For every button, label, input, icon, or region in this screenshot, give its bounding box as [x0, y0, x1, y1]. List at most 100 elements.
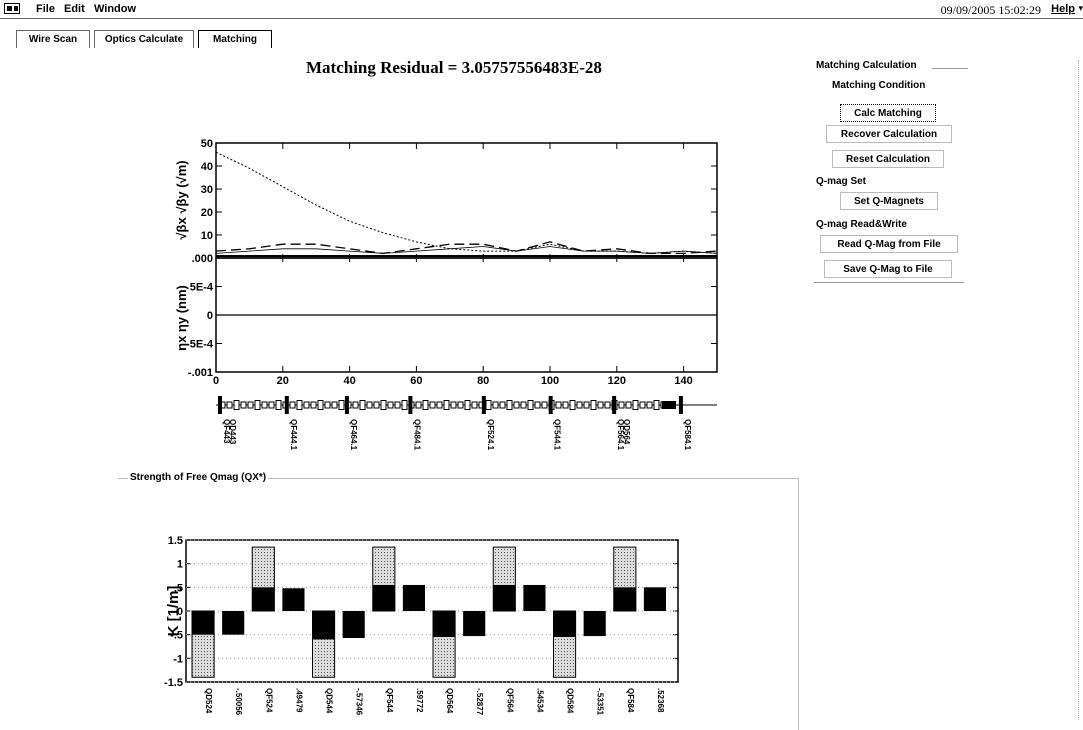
lattice-element [513, 401, 520, 409]
clock: 09/09/2005 15:02:29 [940, 3, 1041, 17]
x-tick-label: 100 [541, 375, 559, 387]
menu-window[interactable]: Window [94, 3, 137, 15]
lattice-element [233, 400, 240, 410]
k-category-label: -.52877 [475, 688, 484, 716]
menu-help[interactable]: Help [1051, 3, 1075, 15]
k-ytick-label: -1 [173, 653, 183, 665]
tab-wire-scan[interactable]: Wire Scan [16, 30, 90, 48]
k-category-label: .49479 [294, 688, 303, 713]
lattice-element [422, 400, 429, 410]
k-ytick-label: -1.5 [164, 677, 183, 689]
lattice-element [450, 401, 457, 409]
lattice-element [429, 401, 436, 409]
window-edge [1078, 60, 1080, 720]
read-qmag-button[interactable]: Read Q-Mag from File [820, 235, 958, 253]
recover-calculation-button[interactable]: Recover Calculation [826, 125, 952, 143]
eta-axis-label: ηx ηy (nm) [174, 285, 189, 351]
lattice-element [324, 401, 331, 409]
lattice-quad [218, 396, 222, 414]
beta-ytick-label: .000 [192, 253, 213, 265]
k-ytick-label: 1.5 [168, 535, 183, 547]
k-category-label: QF584 [626, 688, 635, 713]
lattice-element [436, 401, 443, 409]
lattice-element [394, 401, 401, 409]
lattice-element [653, 400, 660, 410]
menu-edit[interactable]: Edit [64, 3, 85, 15]
eta-ytick-label: 5E-4 [190, 282, 214, 294]
menu-file[interactable]: File [36, 3, 55, 15]
lattice-element [527, 400, 534, 410]
k-category-label: .59772 [415, 688, 424, 713]
group-divider [932, 68, 968, 69]
k-category-label: -.57346 [355, 688, 364, 716]
qmag-readwrite-label: Q-mag Read&Write [816, 219, 907, 230]
k-bar-value [433, 611, 456, 638]
lattice-label: QD564 [622, 419, 631, 445]
lattice-element [485, 400, 492, 410]
lattice-element [268, 401, 275, 409]
beta-ytick-label: 10 [201, 230, 213, 242]
lattice-label: QF484.1 [412, 419, 421, 451]
save-qmag-button[interactable]: Save Q-Mag to File [824, 260, 952, 278]
lattice-element [464, 400, 471, 410]
x-tick-label: 40 [343, 375, 355, 387]
lattice-label: QF443 [222, 419, 231, 444]
k-bar-value [553, 611, 576, 638]
lattice-element [226, 401, 233, 409]
lattice-element [401, 400, 408, 410]
k-category-label: QD564 [445, 688, 454, 714]
lattice-element [317, 400, 324, 410]
k-category-label: .54534 [535, 688, 544, 713]
tab-optics-calculate[interactable]: Optics Calculate [94, 30, 194, 48]
x-tick-label: 0 [213, 375, 219, 387]
k-bar-value [372, 584, 395, 611]
k-category-label: -.50056 [234, 688, 243, 716]
app-icon[interactable] [4, 3, 20, 14]
x-tick-label: 20 [277, 375, 289, 387]
k-category-label: QD524 [204, 688, 213, 714]
lattice-element [576, 401, 583, 409]
lattice-element [632, 400, 639, 410]
lattice-element [520, 401, 527, 409]
calc-matching-button[interactable]: Calc Matching [840, 104, 936, 122]
chevron-down-icon[interactable]: ▾ [1078, 3, 1083, 13]
qmag-set-label: Q-mag Set [816, 176, 867, 187]
beta-series-3 [215, 246, 718, 254]
lattice-label: QF584.1 [683, 419, 692, 451]
lattice-element [380, 400, 387, 410]
lattice-element [646, 401, 653, 409]
lattice-quad [612, 396, 617, 414]
k-ytick-label: 1 [177, 559, 183, 571]
beta-ytick-label: 20 [201, 207, 213, 219]
lattice-element [359, 400, 366, 410]
x-tick-label: 120 [608, 375, 626, 387]
k-axis-label: K [1/m] [165, 586, 182, 637]
lattice-element [415, 401, 422, 409]
k-bar-value [222, 611, 245, 635]
lattice-element [625, 401, 632, 409]
qmag-strength-title: Strength of Free Qmag (QX*) [128, 472, 269, 483]
eta-ytick-label: -5E-4 [186, 339, 214, 351]
beta-axis-label: √βx √βy (√m) [174, 160, 189, 239]
panel-bottom-divider [814, 282, 964, 283]
lattice-label: QF524.1 [486, 419, 495, 451]
lattice-label: QD443 [228, 419, 237, 445]
k-category-label: QD544 [325, 688, 334, 714]
lattice-element [296, 400, 303, 410]
lattice-element [541, 401, 548, 409]
set-qmagnets-button[interactable]: Set Q-Magnets [840, 192, 938, 210]
lattice-element [639, 401, 646, 409]
lattice-element [534, 401, 541, 409]
matching-condition-label[interactable]: Matching Condition [832, 80, 926, 91]
k-bar-value [402, 584, 425, 611]
lattice-element [289, 401, 296, 409]
k-bar-value [192, 611, 215, 635]
k-category-label: QF524 [264, 688, 273, 713]
tab-matching[interactable]: Matching [198, 30, 272, 48]
lattice-element [597, 401, 604, 409]
qmag-strength-frame [118, 478, 799, 730]
reset-calculation-button[interactable]: Reset Calculation [832, 150, 944, 168]
k-category-label: -.53351 [596, 688, 605, 716]
residual-value: 3.05757556483E-28 [461, 58, 602, 77]
k-bar-value [643, 587, 666, 611]
